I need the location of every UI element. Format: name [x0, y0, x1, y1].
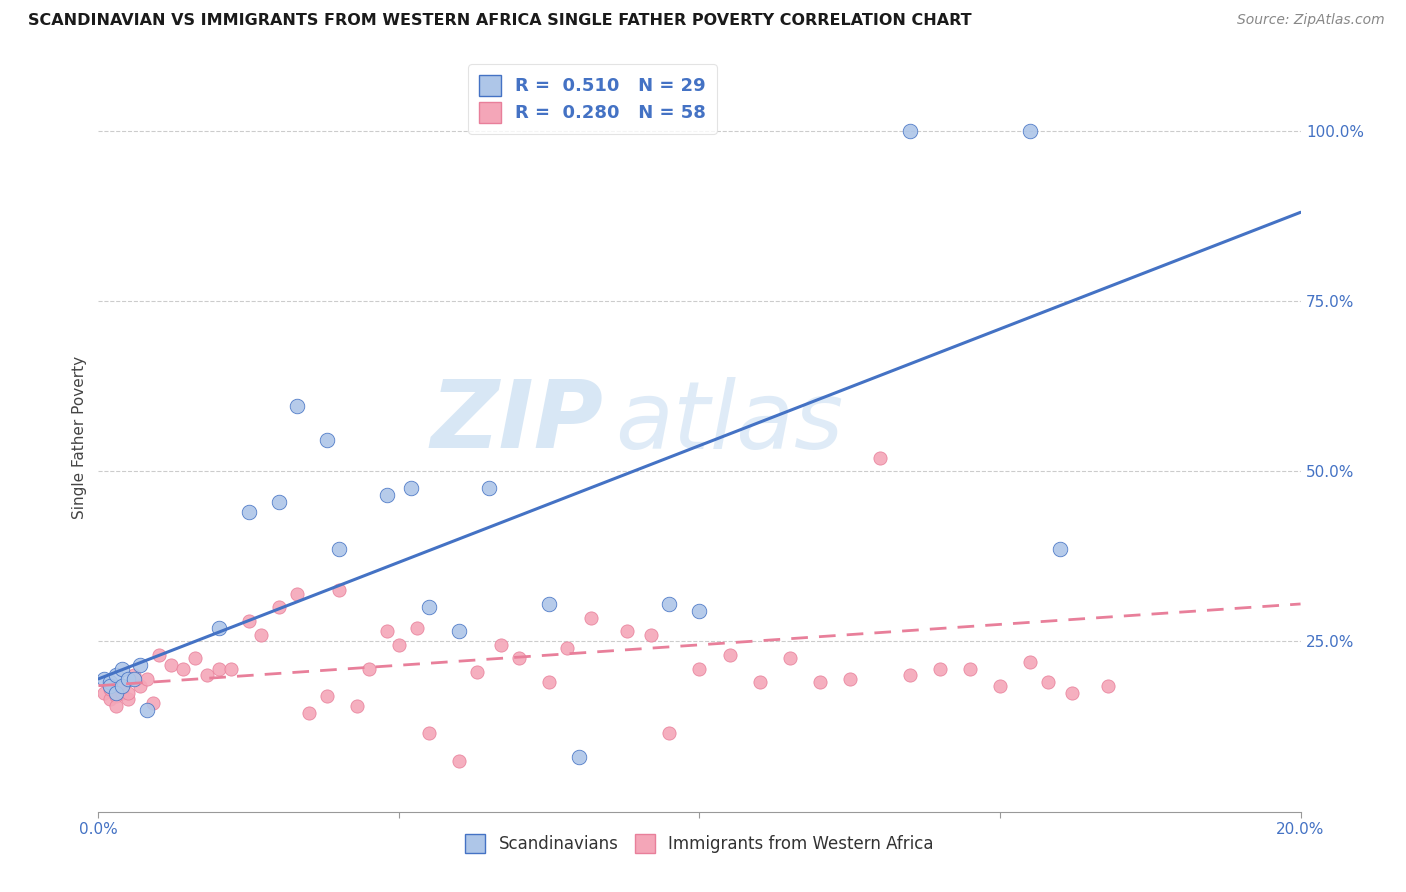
Text: SCANDINAVIAN VS IMMIGRANTS FROM WESTERN AFRICA SINGLE FATHER POVERTY CORRELATION: SCANDINAVIAN VS IMMIGRANTS FROM WESTERN … — [28, 13, 972, 29]
Point — [489, 638, 512, 652]
Point — [568, 750, 591, 764]
Point — [238, 505, 260, 519]
Point — [129, 679, 152, 693]
Point — [581, 610, 603, 624]
Point — [148, 648, 170, 662]
Y-axis label: Single Father Poverty: Single Father Poverty — [72, 356, 87, 518]
Point — [93, 672, 115, 686]
Point — [298, 706, 321, 720]
Point — [124, 672, 146, 686]
Point — [748, 675, 770, 690]
Point — [129, 658, 152, 673]
Point — [328, 583, 350, 598]
Point — [111, 679, 134, 693]
Point — [315, 434, 337, 448]
Point — [328, 542, 350, 557]
Point — [838, 672, 860, 686]
Point — [447, 624, 470, 639]
Point — [898, 123, 921, 137]
Point — [208, 621, 231, 635]
Point — [267, 600, 290, 615]
Point — [658, 597, 681, 611]
Point — [315, 689, 337, 703]
Point — [105, 689, 128, 703]
Point — [183, 651, 205, 665]
Point — [135, 672, 157, 686]
Point — [285, 400, 308, 414]
Point — [1097, 679, 1119, 693]
Point — [1036, 675, 1059, 690]
Point — [249, 627, 271, 641]
Point — [988, 679, 1011, 693]
Point — [1062, 685, 1084, 699]
Point — [959, 662, 981, 676]
Point — [100, 692, 122, 706]
Point — [100, 679, 122, 693]
Point — [418, 600, 440, 615]
Point — [1019, 123, 1042, 137]
Point — [399, 481, 422, 495]
Text: atlas: atlas — [616, 376, 844, 467]
Point — [105, 685, 128, 699]
Point — [195, 668, 218, 682]
Point — [616, 624, 638, 639]
Point — [357, 662, 380, 676]
Point — [111, 679, 134, 693]
Point — [267, 495, 290, 509]
Point — [346, 699, 368, 714]
Point — [100, 682, 122, 697]
Point — [105, 699, 128, 714]
Point — [418, 726, 440, 740]
Text: ZIP: ZIP — [430, 376, 603, 468]
Point — [869, 450, 891, 465]
Point — [898, 668, 921, 682]
Point — [172, 662, 194, 676]
Point — [658, 726, 681, 740]
Point — [135, 702, 157, 716]
Point — [141, 696, 163, 710]
Point — [117, 692, 139, 706]
Point — [111, 685, 134, 699]
Point — [105, 668, 128, 682]
Point — [238, 614, 260, 628]
Point — [538, 675, 561, 690]
Point — [779, 651, 801, 665]
Point — [508, 651, 530, 665]
Point — [478, 481, 501, 495]
Legend: Scandinavians, Immigrants from Western Africa: Scandinavians, Immigrants from Western A… — [458, 827, 941, 860]
Point — [117, 672, 139, 686]
Point — [538, 597, 561, 611]
Point — [929, 662, 952, 676]
Point — [159, 658, 181, 673]
Point — [1049, 542, 1071, 557]
Point — [111, 662, 134, 676]
Text: Source: ZipAtlas.com: Source: ZipAtlas.com — [1237, 13, 1385, 28]
Point — [375, 488, 398, 502]
Point — [117, 685, 139, 699]
Point — [93, 685, 115, 699]
Point — [219, 662, 242, 676]
Point — [689, 604, 711, 618]
Point — [808, 675, 831, 690]
Point — [640, 627, 662, 641]
Point — [375, 624, 398, 639]
Point — [555, 641, 578, 656]
Point — [208, 662, 231, 676]
Point — [124, 668, 146, 682]
Point — [718, 648, 741, 662]
Point — [100, 675, 122, 690]
Point — [1019, 655, 1042, 669]
Point — [285, 587, 308, 601]
Point — [689, 662, 711, 676]
Point — [447, 754, 470, 768]
Point — [388, 638, 411, 652]
Point — [465, 665, 488, 679]
Point — [406, 621, 429, 635]
